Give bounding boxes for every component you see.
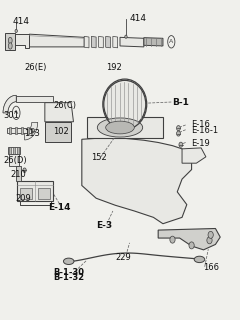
Ellipse shape <box>97 118 143 137</box>
Polygon shape <box>82 138 192 224</box>
Text: 26(C): 26(C) <box>53 101 76 110</box>
Ellipse shape <box>15 29 17 33</box>
Text: A: A <box>14 110 18 115</box>
Ellipse shape <box>63 258 74 265</box>
Text: 192: 192 <box>106 63 121 72</box>
Polygon shape <box>106 36 110 48</box>
Polygon shape <box>9 154 18 166</box>
Text: 229: 229 <box>115 253 131 262</box>
Text: E-3: E-3 <box>96 221 112 230</box>
Ellipse shape <box>125 35 127 38</box>
Polygon shape <box>182 148 206 163</box>
Bar <box>17 147 19 154</box>
Text: 102: 102 <box>53 127 69 136</box>
Text: 210: 210 <box>10 170 26 179</box>
Polygon shape <box>45 122 71 142</box>
Polygon shape <box>29 34 84 47</box>
Bar <box>9 147 11 154</box>
Polygon shape <box>158 228 220 250</box>
Bar <box>27 126 29 134</box>
Text: B-1-32: B-1-32 <box>53 273 84 282</box>
Ellipse shape <box>8 43 12 49</box>
Polygon shape <box>91 36 96 48</box>
Text: B-1: B-1 <box>173 98 189 107</box>
Polygon shape <box>113 36 118 48</box>
Polygon shape <box>24 123 38 140</box>
Ellipse shape <box>194 256 205 263</box>
Ellipse shape <box>106 121 134 134</box>
Text: E-16: E-16 <box>192 120 210 130</box>
Polygon shape <box>7 127 30 133</box>
Polygon shape <box>8 147 20 154</box>
Polygon shape <box>6 33 15 50</box>
Bar <box>15 126 17 134</box>
Polygon shape <box>3 95 16 113</box>
Ellipse shape <box>31 128 35 133</box>
Polygon shape <box>87 117 163 138</box>
Bar <box>21 126 23 134</box>
Bar <box>9 126 12 134</box>
Ellipse shape <box>208 231 213 238</box>
Ellipse shape <box>177 125 180 131</box>
Text: 414: 414 <box>13 17 30 26</box>
Text: 414: 414 <box>130 14 147 23</box>
Polygon shape <box>10 34 29 49</box>
Polygon shape <box>99 36 103 48</box>
Ellipse shape <box>179 142 183 147</box>
Polygon shape <box>120 37 144 47</box>
Text: E-19: E-19 <box>192 139 210 148</box>
Polygon shape <box>84 36 89 48</box>
Ellipse shape <box>189 242 194 249</box>
Text: E-16-1: E-16-1 <box>192 126 219 135</box>
Polygon shape <box>17 181 53 201</box>
Bar <box>20 188 32 199</box>
Text: 26(D): 26(D) <box>3 156 27 164</box>
Text: 209: 209 <box>15 194 31 203</box>
Text: B-1-30: B-1-30 <box>53 268 84 277</box>
Ellipse shape <box>170 236 175 243</box>
Bar <box>38 188 50 199</box>
Ellipse shape <box>177 131 180 136</box>
Polygon shape <box>16 96 53 102</box>
Text: A: A <box>169 39 174 44</box>
Ellipse shape <box>104 80 146 128</box>
Polygon shape <box>144 38 163 46</box>
Polygon shape <box>45 103 73 122</box>
Text: 113: 113 <box>24 129 40 138</box>
Bar <box>13 147 15 154</box>
Ellipse shape <box>207 237 212 244</box>
Text: 166: 166 <box>204 263 220 272</box>
Text: 152: 152 <box>91 153 107 162</box>
Text: E-14: E-14 <box>48 203 71 212</box>
Text: 301: 301 <box>3 111 19 120</box>
Ellipse shape <box>23 168 26 172</box>
Polygon shape <box>16 166 21 181</box>
Ellipse shape <box>8 37 12 44</box>
Text: 26(E): 26(E) <box>24 63 47 72</box>
